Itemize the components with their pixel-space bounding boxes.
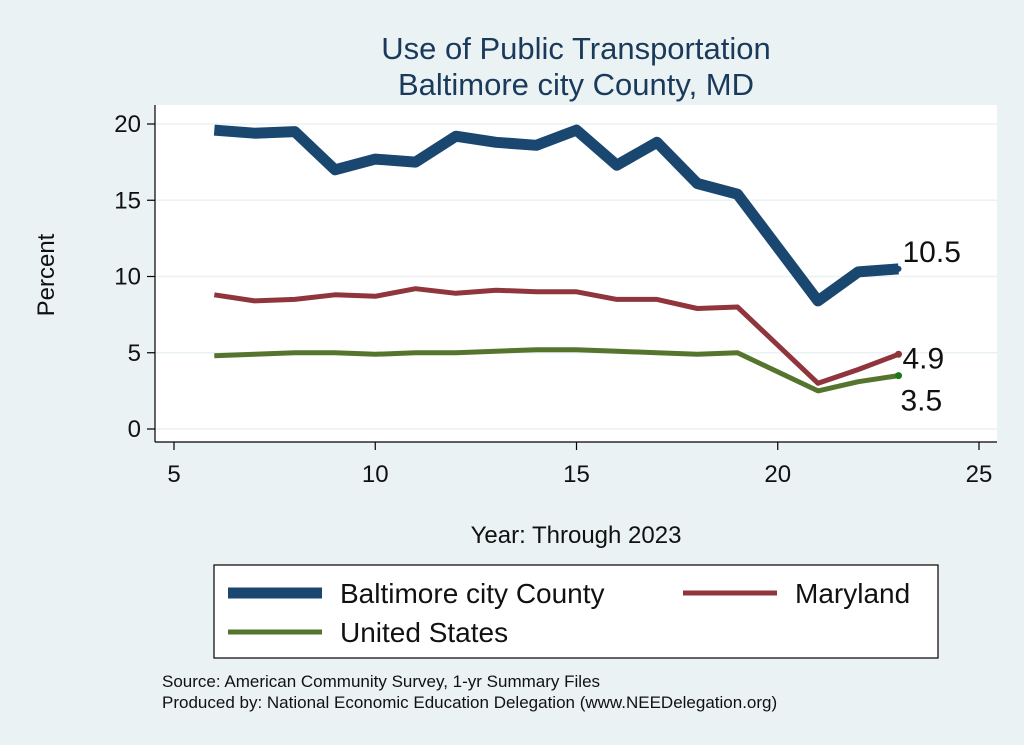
y-tick-label: 0: [128, 416, 141, 443]
series-end-marker: [895, 265, 902, 272]
series-end-marker: [895, 350, 902, 358]
legend-label: Maryland: [795, 578, 910, 609]
x-tick-label: 25: [966, 461, 993, 488]
y-tick-label: 5: [128, 340, 141, 367]
series-end-marker: [895, 372, 902, 380]
chart-title: Use of Public Transportation: [381, 31, 770, 66]
end-value-label: 4.9: [903, 342, 945, 375]
y-tick-label: 10: [114, 264, 141, 291]
y-axis-title: Percent: [33, 233, 60, 316]
y-tick-label: 20: [114, 111, 141, 138]
series-line: [213, 286, 900, 386]
legend-label: United States: [340, 617, 508, 648]
x-tick-label: 5: [167, 461, 180, 488]
source-note: Source: American Community Survey, 1-yr …: [162, 672, 600, 691]
x-axis-title: Year: Through 2023: [471, 522, 682, 549]
end-value-label: 10.5: [903, 236, 961, 269]
legend: Baltimore city County Maryland United Stat…: [213, 564, 939, 659]
end-value-label: 3.5: [901, 385, 943, 418]
produced-by-note: Produced by: National Economic Education…: [162, 693, 777, 712]
x-tick-label: 15: [563, 461, 590, 488]
y-tick-label: 15: [114, 187, 141, 214]
x-tick-label: 10: [362, 461, 389, 488]
chart-subtitle: Baltimore city County, MD: [398, 67, 754, 102]
series: [213, 124, 902, 394]
series-line: [213, 124, 899, 307]
x-tick-label: 20: [764, 461, 791, 488]
legend-box: [213, 564, 939, 659]
series-line: [214, 347, 899, 394]
end-labels: 10.5 4.9 3.5: [901, 236, 961, 418]
legend-label: Baltimore city County: [340, 578, 605, 609]
